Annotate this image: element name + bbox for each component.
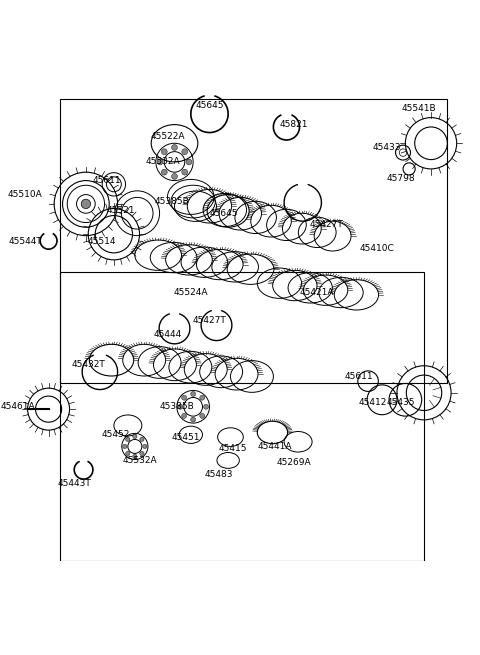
Circle shape <box>133 455 137 458</box>
Text: 45421A: 45421A <box>300 288 334 297</box>
Text: 45451: 45451 <box>172 432 201 441</box>
Circle shape <box>123 444 127 449</box>
Text: 45611: 45611 <box>93 176 121 185</box>
Circle shape <box>140 451 144 456</box>
Text: 45541B: 45541B <box>402 103 437 113</box>
Text: 45524A: 45524A <box>174 288 208 297</box>
Circle shape <box>191 392 196 396</box>
Text: 45645: 45645 <box>209 209 238 217</box>
Circle shape <box>133 434 137 439</box>
Bar <box>60 99 447 383</box>
Circle shape <box>181 413 187 419</box>
Circle shape <box>181 395 187 400</box>
Text: 45521: 45521 <box>107 206 135 215</box>
Text: 45385B: 45385B <box>155 197 190 206</box>
Text: 45645: 45645 <box>195 102 224 111</box>
Text: 45432T: 45432T <box>72 360 105 369</box>
Text: 45415: 45415 <box>218 444 247 453</box>
Text: 45435: 45435 <box>386 398 415 407</box>
Text: 45532A: 45532A <box>145 157 180 166</box>
Text: 45427T: 45427T <box>309 220 343 229</box>
Circle shape <box>81 199 91 208</box>
Circle shape <box>182 169 188 175</box>
Text: 45269A: 45269A <box>276 458 311 467</box>
Text: 45544T: 45544T <box>8 236 42 246</box>
Text: 45410C: 45410C <box>360 244 395 253</box>
Circle shape <box>182 149 188 155</box>
Text: 45514: 45514 <box>88 236 117 246</box>
Circle shape <box>186 159 192 165</box>
Text: 45532A: 45532A <box>122 456 157 465</box>
Circle shape <box>140 438 144 441</box>
Circle shape <box>143 444 147 449</box>
Circle shape <box>126 451 130 456</box>
Circle shape <box>126 438 130 441</box>
Circle shape <box>161 169 167 175</box>
Circle shape <box>171 145 178 151</box>
Text: 45444: 45444 <box>154 330 181 339</box>
Circle shape <box>161 149 167 155</box>
Circle shape <box>191 417 196 422</box>
Text: 45483: 45483 <box>204 470 233 479</box>
Text: 45798: 45798 <box>386 174 415 183</box>
Text: 45452: 45452 <box>102 430 131 440</box>
Circle shape <box>157 159 163 165</box>
Text: 45443T: 45443T <box>57 479 91 488</box>
Text: 45385B: 45385B <box>159 402 194 411</box>
Circle shape <box>204 404 208 409</box>
Circle shape <box>171 174 178 179</box>
Bar <box>60 272 424 561</box>
Text: 45821: 45821 <box>279 120 308 129</box>
Text: 45433: 45433 <box>372 143 401 153</box>
Text: 45427T: 45427T <box>192 316 227 325</box>
Circle shape <box>200 413 204 419</box>
Circle shape <box>178 404 183 409</box>
Circle shape <box>200 395 204 400</box>
Text: 45510A: 45510A <box>8 190 43 199</box>
Text: 45522A: 45522A <box>150 132 185 141</box>
Text: 45461A: 45461A <box>1 402 36 411</box>
Text: 45611: 45611 <box>345 372 373 381</box>
Text: 45441A: 45441A <box>258 442 292 451</box>
Text: 45412: 45412 <box>359 398 387 407</box>
